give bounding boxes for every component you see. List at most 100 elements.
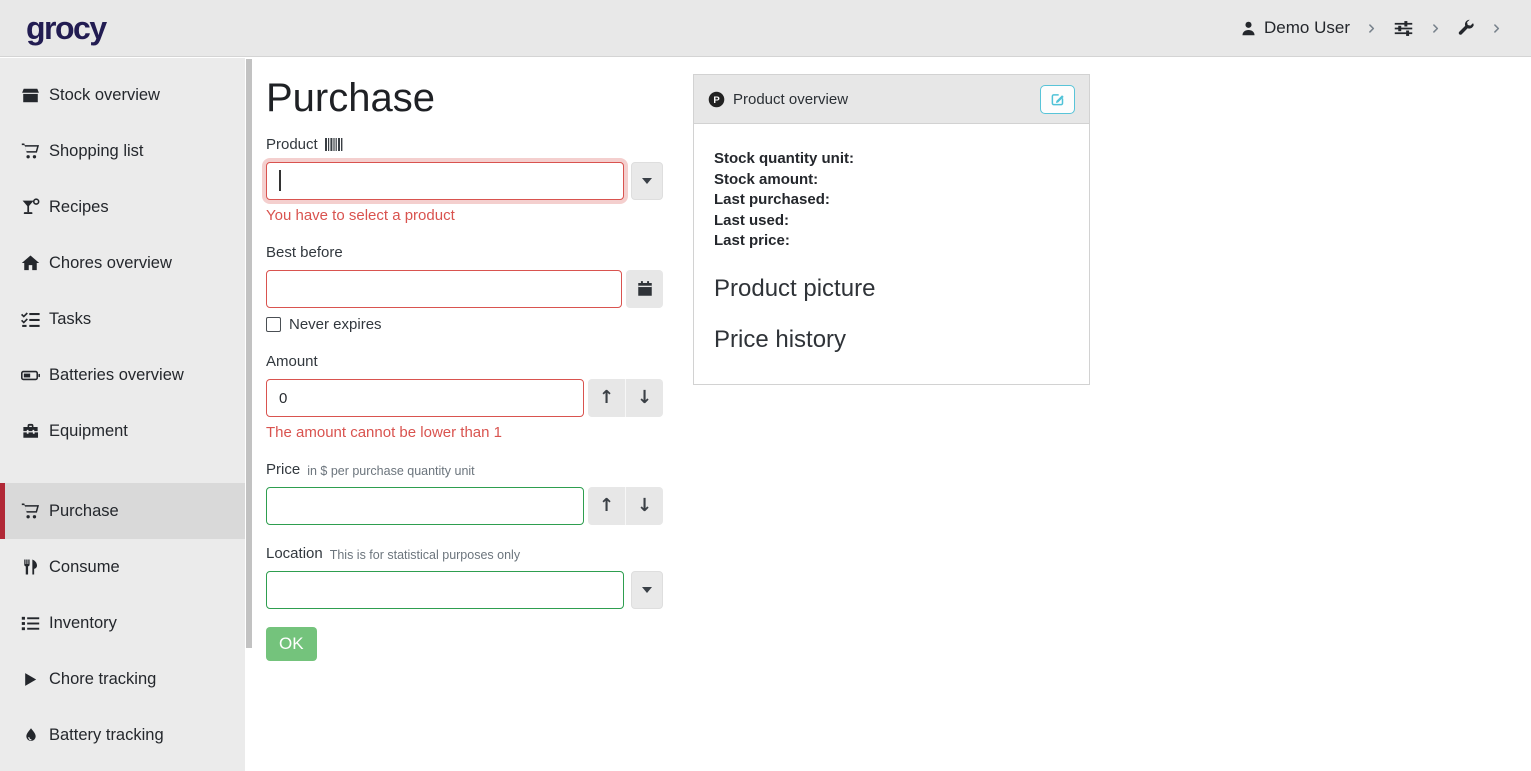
top-bar: grocy Demo User	[0, 0, 1531, 57]
box-icon	[21, 86, 40, 105]
sidebar-item-label: Tasks	[49, 309, 92, 328]
chevron-right-icon	[1491, 23, 1502, 34]
barcode-icon	[324, 138, 344, 151]
location-hint: This is for statistical purposes only	[329, 547, 521, 562]
card-title-text: Product overview	[733, 90, 849, 108]
best-before-label: Best before	[266, 244, 343, 261]
arrow-up-icon: ↑	[598, 495, 615, 516]
product-error-text: You have to select a product	[266, 207, 455, 224]
user-menu[interactable]: Demo User	[1240, 18, 1350, 38]
amount-group: Amount ↑ ↓ The amount cannot be lower th…	[266, 353, 663, 441]
product-group: Product You have to select a product	[266, 136, 663, 224]
never-expires-checkbox[interactable]	[266, 317, 281, 332]
overview-field-label: Last price:	[714, 232, 790, 249]
price-increment-button[interactable]: ↑	[588, 487, 626, 525]
admin-menu[interactable]	[1457, 19, 1475, 37]
product-circle-icon: P	[708, 91, 725, 108]
never-expires-label: Never expires	[289, 316, 382, 333]
top-nav: Demo User	[1240, 18, 1505, 39]
sidebar-item-label: Stock overview	[49, 85, 160, 104]
sidebar-item-batteries-overview[interactable]: Batteries overview	[0, 347, 252, 403]
price-input[interactable]	[266, 487, 584, 525]
sidebar-scrollbar-thumb[interactable]	[245, 59, 252, 648]
cart-icon	[21, 141, 40, 161]
sidebar: Stock overview Shopping list Recipes Cho…	[0, 58, 252, 771]
sidebar-item-label: Batteries overview	[49, 365, 184, 384]
location-dropdown-button[interactable]	[631, 571, 663, 609]
user-icon	[1240, 20, 1257, 37]
product-input[interactable]	[266, 162, 624, 200]
product-label: Product	[266, 136, 318, 153]
location-group: Location This is for statistical purpose…	[266, 545, 663, 609]
home-icon	[21, 253, 40, 273]
calendar-button[interactable]	[626, 270, 663, 308]
settings-menu[interactable]	[1393, 18, 1414, 39]
sidebar-item-chore-tracking[interactable]: Chore tracking	[0, 651, 252, 707]
sidebar-item-stock-overview[interactable]: Stock overview	[0, 67, 252, 123]
overview-fields: Stock quantity unit: Stock amount: Last pu…	[714, 149, 1069, 252]
sidebar-item-label: Chores overview	[49, 253, 172, 272]
sidebar-item-label: Purchase	[49, 501, 119, 520]
main-content: Purchase Product You have to select a pr…	[252, 58, 1531, 771]
amount-error-text: The amount cannot be lower than 1	[266, 424, 502, 441]
droplet-icon	[21, 726, 40, 744]
ok-button[interactable]: OK	[266, 627, 317, 661]
play-icon	[21, 671, 40, 688]
amount-decrement-button[interactable]: ↓	[626, 379, 663, 417]
sidebar-item-shopping-list[interactable]: Shopping list	[0, 123, 252, 179]
price-group: Price in $ per purchase quantity unit ↑ …	[266, 461, 663, 525]
cart-icon	[21, 501, 40, 521]
chevron-right-icon	[1430, 23, 1441, 34]
never-expires-row: Never expires	[266, 316, 663, 333]
amount-increment-button[interactable]: ↑	[588, 379, 626, 417]
overview-field-label: Stock amount:	[714, 170, 819, 188]
location-label: Location	[266, 545, 323, 562]
location-input[interactable]	[266, 571, 624, 609]
product-dropdown-button[interactable]	[631, 162, 663, 200]
sidebar-item-label: Equipment	[49, 421, 128, 440]
price-decrement-button[interactable]: ↓	[626, 487, 663, 525]
amount-label: Amount	[266, 353, 318, 370]
sidebar-item-tasks[interactable]: Tasks	[0, 291, 252, 347]
battery-icon	[21, 365, 40, 386]
price-history-heading: Price history	[714, 325, 847, 353]
tasks-icon	[21, 310, 40, 329]
overview-field-label: Stock quantity unit:	[714, 150, 854, 167]
edit-icon	[1050, 92, 1065, 107]
sidebar-item-label: Chore tracking	[49, 669, 157, 688]
sidebar-item-purchase[interactable]: Purchase	[0, 483, 252, 539]
best-before-input[interactable]	[266, 270, 622, 308]
sidebar-item-label: Consume	[49, 557, 120, 576]
product-picture-heading: Product picture	[714, 274, 876, 302]
sidebar-item-recipes[interactable]: Recipes	[0, 179, 252, 235]
sidebar-item-label: Battery tracking	[49, 725, 164, 744]
user-menu-label: Demo User	[1264, 18, 1350, 37]
overview-field-label: Last used:	[714, 211, 790, 229]
best-before-group: Best before Never expires	[266, 244, 663, 333]
text-cursor	[279, 170, 281, 191]
sidebar-item-equipment[interactable]: Equipment	[0, 403, 252, 459]
chevron-right-icon	[1366, 23, 1377, 34]
price-label: Price	[266, 461, 301, 478]
caret-down-icon	[642, 178, 652, 184]
arrow-down-icon: ↓	[636, 495, 653, 516]
sidebar-item-label: Shopping list	[49, 141, 144, 160]
card-body: Stock quantity unit: Stock amount: Last pu…	[694, 124, 1089, 384]
sidebar-item-chores-overview[interactable]: Chores overview	[0, 235, 252, 291]
sidebar-item-inventory[interactable]: Inventory	[0, 595, 252, 651]
amount-input[interactable]	[266, 379, 584, 417]
sidebar-scrollbar-track[interactable]	[245, 58, 252, 771]
list-icon	[21, 614, 40, 633]
edit-product-button[interactable]	[1040, 84, 1075, 114]
utensils-icon	[21, 558, 40, 576]
sidebar-item-consume[interactable]: Consume	[0, 539, 252, 595]
sidebar-item-battery-tracking[interactable]: Battery tracking	[0, 707, 252, 763]
cocktail-icon	[21, 197, 40, 217]
arrow-up-icon: ↑	[598, 387, 615, 408]
calendar-icon	[636, 280, 654, 298]
sidebar-item-label: Inventory	[49, 613, 117, 632]
sidebar-item-label: Recipes	[49, 197, 109, 216]
grocy-logo[interactable]: grocy	[26, 9, 107, 46]
caret-down-icon	[642, 587, 652, 593]
toolbox-icon	[21, 421, 40, 441]
